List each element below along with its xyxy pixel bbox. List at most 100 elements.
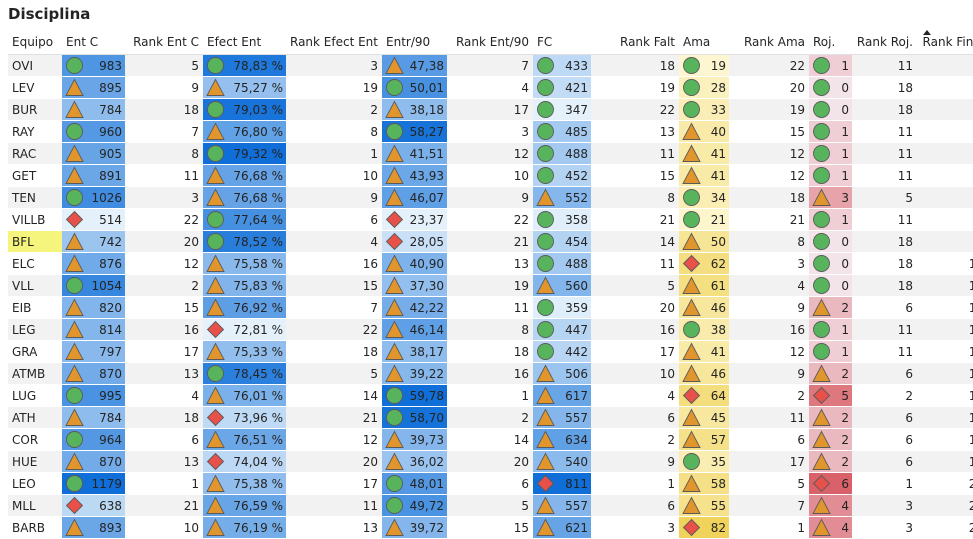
cell-rank-ent-c: 2 xyxy=(125,274,203,297)
col-header-rank-roj[interactable]: Rank Roj. xyxy=(852,29,917,55)
cell-ama: 82 xyxy=(679,516,729,539)
green-circle-icon xyxy=(683,453,700,470)
cell-rank-efect-ent: 16 xyxy=(286,252,382,275)
orange-triangle-icon xyxy=(65,320,84,338)
col-header-equipo[interactable]: Equipo xyxy=(8,29,62,55)
ent-c-value: 638 xyxy=(99,498,122,513)
col-header-rank-ama[interactable]: Rank Ama xyxy=(729,29,809,55)
cell-rank-roj: 2 xyxy=(852,384,917,407)
green-circle-icon xyxy=(207,233,224,250)
col-header-roj[interactable]: Roj. xyxy=(809,29,852,55)
cell-ama: 33 xyxy=(679,98,729,121)
ent-c-value: 960 xyxy=(99,124,122,139)
green-circle-icon xyxy=(207,365,224,382)
col-header-rank-ent-c[interactable]: Rank Ent C xyxy=(125,29,203,55)
cell-team: ATMB xyxy=(8,362,62,385)
fc-value: 560 xyxy=(565,278,588,293)
orange-triangle-icon xyxy=(536,408,555,426)
cell-entr-90: 50,01 xyxy=(382,76,447,99)
fc-value: 488 xyxy=(565,256,588,271)
cell-rank-final: 7 xyxy=(917,186,973,209)
cell-ent-c: 797 xyxy=(62,340,125,363)
cell-entr-90: 47,38 xyxy=(382,54,447,77)
cell-ent-c: 876 xyxy=(62,252,125,275)
cell-fc: 557 xyxy=(533,494,591,517)
page-title: Disciplina xyxy=(8,5,91,23)
cell-rank-final: 17 xyxy=(917,406,973,429)
col-header-rank-efect-ent[interactable]: Rank Efect Ent xyxy=(286,29,382,55)
cell-rank-ent-90: 3 xyxy=(447,120,533,143)
cell-efect-ent: 78,52 % xyxy=(203,230,286,253)
cell-roj: 0 xyxy=(809,76,852,99)
cell-team: VLL xyxy=(8,274,62,297)
col-header-ama[interactable]: Ama xyxy=(679,29,729,55)
col-header-efect-ent[interactable]: Efect Ent xyxy=(203,29,286,55)
cell-rank-ama: 3 xyxy=(729,252,809,275)
roj-value: 4 xyxy=(841,520,849,535)
orange-triangle-icon xyxy=(206,298,225,316)
cell-rank-ama: 6 xyxy=(729,428,809,451)
cell-rank-ent-c: 9 xyxy=(125,76,203,99)
roj-value: 3 xyxy=(841,190,849,205)
cell-rank-ama: 20 xyxy=(729,76,809,99)
cell-team: GRA xyxy=(8,340,62,363)
col-header-fc[interactable]: FC xyxy=(533,29,591,55)
efect-ent-value: 75,38 % xyxy=(233,476,283,491)
cell-fc: 560 xyxy=(533,274,591,297)
cell-rank-efect-ent: 21 xyxy=(286,406,382,429)
cell-fc: 621 xyxy=(533,516,591,539)
cell-team: BUR xyxy=(8,98,62,121)
green-circle-icon xyxy=(207,211,224,228)
cell-rank-ama: 19 xyxy=(729,98,809,121)
green-circle-icon xyxy=(683,79,700,96)
cell-rank-ama: 12 xyxy=(729,340,809,363)
cell-ama: 46 xyxy=(679,296,729,319)
cell-efect-ent: 72,81 % xyxy=(203,318,286,341)
orange-triangle-icon xyxy=(385,342,404,360)
green-circle-icon xyxy=(386,497,403,514)
cell-rank-ent-90: 6 xyxy=(447,472,533,495)
col-header-rank-ent-90[interactable]: Rank Ent/90 xyxy=(447,29,533,55)
cell-rank-roj: 11 xyxy=(852,318,917,341)
cell-rank-efect-ent: 6 xyxy=(286,208,382,231)
orange-triangle-icon xyxy=(812,364,831,382)
cell-rank-efect-ent: 9 xyxy=(286,186,382,209)
col-header-entr-90[interactable]: Entr/90 xyxy=(382,29,447,55)
col-header-rank-final[interactable]: Rank Final xyxy=(917,29,973,55)
cell-ent-c: 1054 xyxy=(62,274,125,297)
orange-triangle-icon xyxy=(536,496,555,514)
cell-ent-c: 514 xyxy=(62,208,125,231)
orange-triangle-icon xyxy=(206,276,225,294)
cell-rank-falt: 14 xyxy=(591,230,679,253)
roj-value: 1 xyxy=(841,344,849,359)
col-header-rank-falt[interactable]: Rank Falt xyxy=(591,29,679,55)
cell-fc: 447 xyxy=(533,318,591,341)
fc-value: 433 xyxy=(565,58,588,73)
cell-rank-efect-ent: 3 xyxy=(286,54,382,77)
col-header-ent-c[interactable]: Ent C xyxy=(62,29,125,55)
cell-ent-c: 964 xyxy=(62,428,125,451)
cell-efect-ent: 77,64 % xyxy=(203,208,286,231)
